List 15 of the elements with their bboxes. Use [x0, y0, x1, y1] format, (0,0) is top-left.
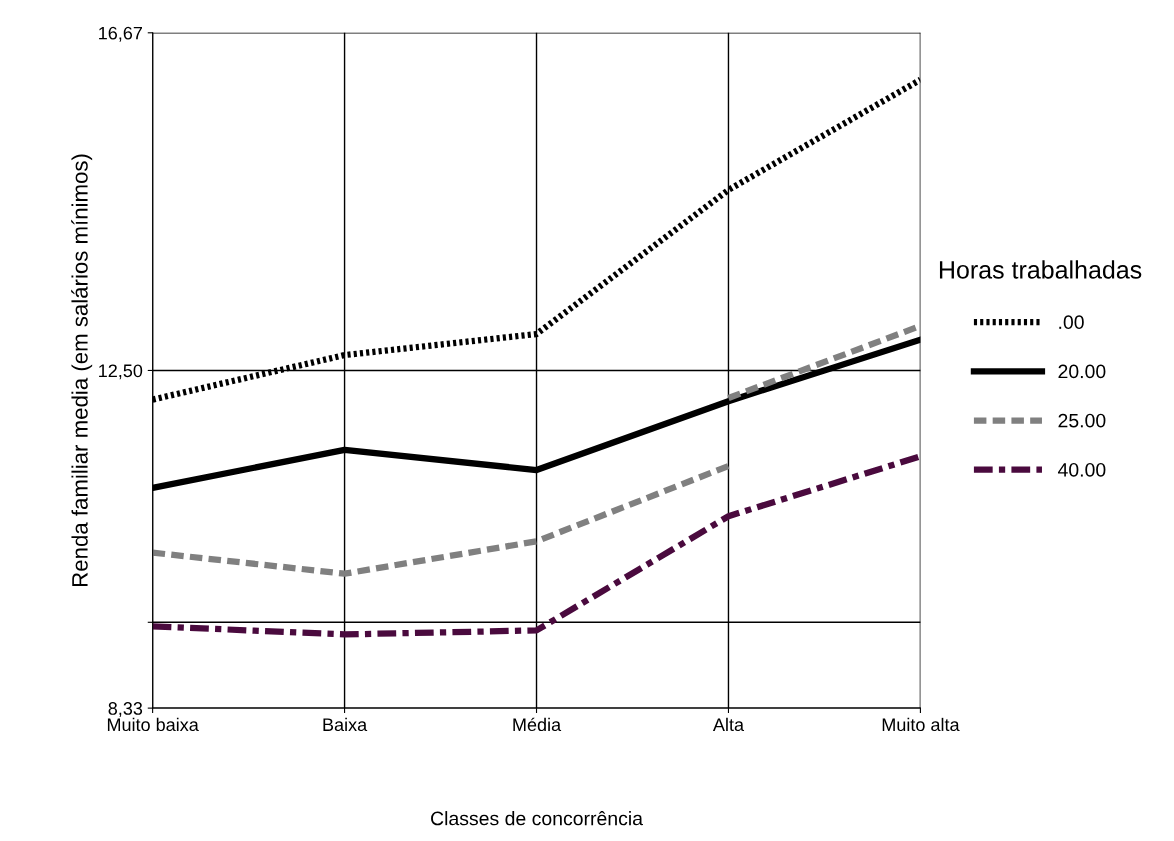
x-tick-label: Média: [513, 717, 562, 732]
y-tick-label: 16,67: [99, 26, 142, 42]
y-axis-title: Renda familiar media (em salários mínimos): [71, 154, 93, 586]
legend-label: 40.00: [1057, 462, 1106, 477]
x-tick-label: Muito alta: [882, 717, 960, 732]
y-tick-label: 8,33: [108, 702, 143, 717]
x-tick-label: Alta: [712, 717, 745, 732]
legend-label: 25.00: [1058, 413, 1106, 428]
legend-title: Horas trabalhadas: [939, 260, 1142, 279]
legend-label: 20.00: [1058, 364, 1106, 379]
legend-label: .00: [1059, 315, 1084, 330]
x-tick-label: Baixa: [323, 717, 368, 732]
x-tick-label: Muito baixa: [107, 717, 199, 732]
x-axis-title: Classes de concorrência: [431, 811, 643, 826]
y-tick-label: 12,50: [99, 364, 143, 380]
